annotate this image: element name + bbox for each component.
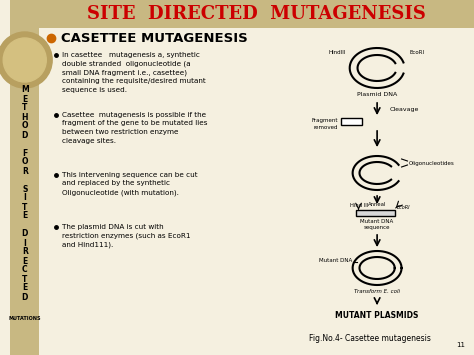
Text: SITE  DIRECTED  MUTAGENESIS: SITE DIRECTED MUTAGENESIS [87,5,426,23]
Text: C: C [22,266,27,274]
Bar [39,0,474,28]
Text: E: E [22,257,27,266]
Text: This intervening sequence can be cut
and replaced by the synthetic
Oligonucleoti: This intervening sequence can be cut and… [62,172,198,196]
Text: CASETTEE MUTAGENESIS: CASETTEE MUTAGENESIS [61,32,248,44]
Text: 11: 11 [456,342,465,348]
Text: HindIII: HindIII [328,49,346,55]
Text: E: E [22,212,27,220]
Text: F: F [22,148,27,158]
Circle shape [3,38,46,82]
Text: EcoRI: EcoRI [397,205,410,210]
Text: Anneal: Anneal [368,202,386,207]
Text: O: O [21,121,28,131]
Bar [10,0,39,355]
Text: Oligonucleotides: Oligonucleotides [409,160,454,165]
Bar [356,210,395,216]
Text: Fig.No.4- Casettee mutagenesis: Fig.No.4- Casettee mutagenesis [309,334,430,343]
Text: Plasmid DNA: Plasmid DNA [357,92,397,97]
Text: Transform E. coli: Transform E. coli [354,289,400,294]
Text: Mutant DNA: Mutant DNA [319,258,353,263]
Text: I: I [23,193,26,202]
Text: M: M [21,86,28,94]
Text: Mutant DNA
sequence: Mutant DNA sequence [361,219,394,230]
Text: MUTATIONS: MUTATIONS [9,317,41,322]
Text: E: E [22,284,27,293]
Text: I: I [23,239,26,247]
Circle shape [0,32,52,88]
Text: MUTANT PLASMIDS: MUTANT PLASMIDS [336,311,419,320]
Text: R: R [22,166,27,175]
Text: T: T [22,202,27,212]
Text: O: O [21,158,28,166]
Text: D: D [22,131,28,140]
Text: The plasmid DNA is cut with
restriction enzymes (such as EcoR1
and Hind111).: The plasmid DNA is cut with restriction … [62,224,191,248]
Text: E: E [22,94,27,104]
Text: Cleavage: Cleavage [390,108,419,113]
Text: S: S [22,185,27,193]
Text: R: R [22,247,27,257]
Text: D: D [22,229,28,239]
Text: Hind III: Hind III [350,203,369,208]
Text: H: H [21,113,28,121]
Text: In casettee   mutagenesis a, synthetic
double stranded  oligonucleotide (a
small: In casettee mutagenesis a, synthetic dou… [62,52,206,93]
Bar [341,118,363,125]
Text: T: T [22,274,27,284]
Text: Casettee  mutagenesis is possible if the
fragment of the gene to be mutated lies: Casettee mutagenesis is possible if the … [62,112,208,143]
Text: Fragment
removed: Fragment removed [311,118,338,130]
Text: T: T [22,104,27,113]
Text: D: D [22,293,28,301]
Text: EcoRI: EcoRI [410,49,425,55]
